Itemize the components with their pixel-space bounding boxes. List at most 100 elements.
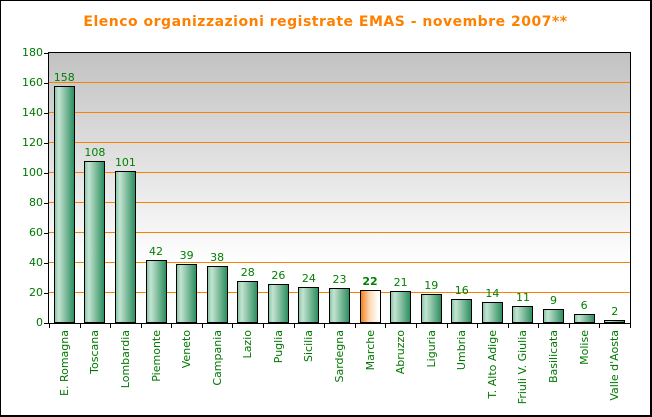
bar-highlighted-Marche xyxy=(359,290,381,323)
y-axis-label-80: 80 xyxy=(29,196,43,209)
value-label-T. Alto Adige: 14 xyxy=(485,287,500,300)
bar-Liguria xyxy=(420,294,442,323)
category-label-Marche: Marche xyxy=(363,330,377,371)
bar-Campania xyxy=(206,266,228,323)
value-label-Umbria: 16 xyxy=(454,284,469,297)
x-axis-tick xyxy=(202,324,203,328)
x-axis-tick xyxy=(232,324,233,328)
category-label-Abruzzo: Abruzzo xyxy=(394,330,408,375)
value-label-Lazio: 28 xyxy=(240,266,255,279)
category-label-Valle d'Aosta: Valle d'Aosta xyxy=(608,330,622,401)
category-label-E. Romagna: E. Romagna xyxy=(57,330,71,396)
value-label-Molise: 6 xyxy=(580,299,588,312)
category-label-Sicilia: Sicilia xyxy=(302,330,316,362)
category-label-Veneto: Veneto xyxy=(180,330,194,369)
category-label-T. Alto Adige: T. Alto Adige xyxy=(485,330,499,399)
y-axis-tick xyxy=(44,293,48,294)
gridline-40 xyxy=(49,262,630,263)
value-label-Friuli V. Giulia: 11 xyxy=(515,291,530,304)
chart-title: Elenco organizzazioni registrate EMAS - … xyxy=(83,14,568,30)
value-label-Piemonte: 42 xyxy=(149,245,164,258)
category-label-Campania: Campania xyxy=(210,330,224,386)
value-label-Liguria: 19 xyxy=(424,279,439,292)
y-axis-label-100: 100 xyxy=(22,166,43,179)
gridline-120 xyxy=(49,142,630,143)
value-label-Sicilia: 24 xyxy=(301,272,316,285)
x-axis-tick xyxy=(538,324,539,328)
category-label-Toscana: Toscana xyxy=(88,330,102,374)
y-axis-label-0: 0 xyxy=(36,316,43,329)
category-label-Molise: Molise xyxy=(577,330,591,365)
x-axis-tick xyxy=(80,324,81,328)
value-label-Campania: 38 xyxy=(210,251,225,264)
gridline-140 xyxy=(49,112,630,113)
value-label-Marche: 22 xyxy=(362,275,378,288)
bar-Friuli V. Giulia xyxy=(512,306,534,323)
value-label-Valle d'Aosta: 2 xyxy=(611,305,619,318)
x-axis-tick xyxy=(263,324,264,328)
x-axis-tick xyxy=(416,324,417,328)
category-label-Umbria: Umbria xyxy=(455,330,469,371)
x-axis-tick xyxy=(324,324,325,328)
x-axis-tick xyxy=(569,324,570,328)
value-label-Puglia: 26 xyxy=(271,269,286,282)
bar-Abruzzo xyxy=(390,291,412,323)
bar-Puglia xyxy=(267,284,289,323)
x-axis-tick xyxy=(141,324,142,328)
value-label-Veneto: 39 xyxy=(179,249,194,262)
y-axis-tick xyxy=(44,323,48,324)
y-axis-tick xyxy=(44,263,48,264)
bar-Toscana xyxy=(84,161,106,323)
y-axis-label-140: 140 xyxy=(22,106,43,119)
category-label-Basilicata: Basilicata xyxy=(547,330,561,384)
category-label-Friuli V. Giulia: Friuli V. Giulia xyxy=(516,330,530,405)
y-axis-tick xyxy=(44,143,48,144)
bar-Piemonte xyxy=(145,260,167,323)
bar-Umbria xyxy=(451,299,473,323)
category-label-Sardegna: Sardegna xyxy=(333,330,346,383)
y-axis-tick xyxy=(44,173,48,174)
bar-Veneto xyxy=(176,264,198,323)
gridline-60 xyxy=(49,232,630,233)
bar-Basilicata xyxy=(543,309,565,323)
value-label-E. Romagna: 158 xyxy=(53,71,75,84)
bar-T. Alto Adige xyxy=(481,302,503,323)
y-axis-label-120: 120 xyxy=(22,136,43,149)
category-label-Liguria: Liguria xyxy=(424,330,438,368)
category-label-Puglia: Puglia xyxy=(271,330,285,364)
bar-E. Romagna xyxy=(53,86,75,323)
x-axis-tick xyxy=(385,324,386,328)
x-axis-tick xyxy=(355,324,356,328)
x-axis-tick xyxy=(599,324,600,328)
gridline-160 xyxy=(49,82,630,83)
category-label-Lombardia: Lombardia xyxy=(118,330,132,389)
category-label-Lazio: Lazio xyxy=(241,330,255,359)
x-axis-tick xyxy=(110,324,111,328)
category-label-Piemonte: Piemonte xyxy=(149,330,163,382)
value-label-Basilicata: 9 xyxy=(550,294,558,307)
y-axis-tick xyxy=(44,203,48,204)
y-axis-tick xyxy=(44,233,48,234)
bar-Lazio xyxy=(237,281,259,323)
y-axis-label-20: 20 xyxy=(29,286,43,299)
y-axis-tick xyxy=(44,83,48,84)
y-axis-label-160: 160 xyxy=(22,76,43,89)
y-axis-label-40: 40 xyxy=(29,256,43,269)
value-label-Lombardia: 101 xyxy=(114,156,136,169)
gridline-80 xyxy=(49,202,630,203)
bar-Lombardia xyxy=(114,171,136,323)
value-label-Abruzzo: 21 xyxy=(393,276,408,289)
bar-Sicilia xyxy=(298,287,320,323)
y-axis-tick xyxy=(44,113,48,114)
x-axis-tick xyxy=(447,324,448,328)
gridline-100 xyxy=(49,172,630,173)
x-axis-tick xyxy=(49,324,50,328)
y-axis-label-180: 180 xyxy=(22,46,43,59)
x-axis-tick xyxy=(477,324,478,328)
y-axis-tick xyxy=(44,53,48,54)
y-axis-label-60: 60 xyxy=(29,226,43,239)
x-axis-tick xyxy=(508,324,509,328)
x-axis-tick xyxy=(171,324,172,328)
bar-Sardegna xyxy=(329,288,350,323)
